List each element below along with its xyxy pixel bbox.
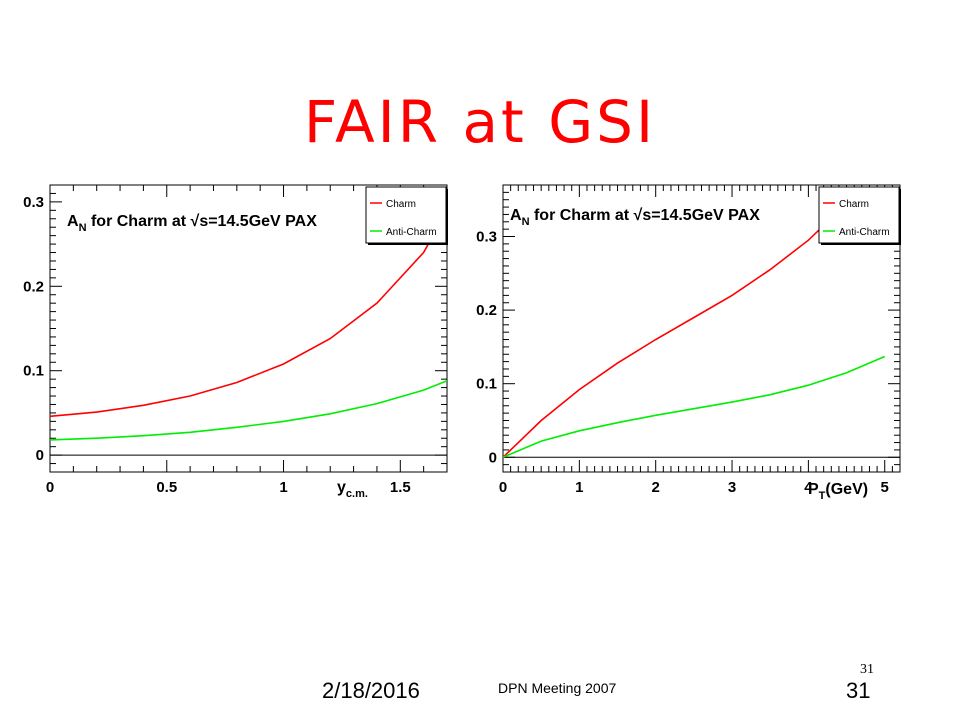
c1-series-charm-line xyxy=(503,202,848,458)
c1-x-tick-label: 5 xyxy=(881,479,889,496)
chart-rapidity: 0 0.5 1 1.5 0 0.1 0.2 0.3 AN for Charm at √s=14.… xyxy=(5,170,475,520)
c0-x-tick-label: 0.5 xyxy=(156,479,177,496)
footer-page-number-small: 31 xyxy=(860,662,874,677)
c1-x-tick-label: 4 xyxy=(804,479,813,496)
c1-y-tick-label: 0.1 xyxy=(476,376,497,393)
footer-meeting: DPN Meeting 2007 xyxy=(498,680,617,696)
c0-legend-box xyxy=(365,186,447,244)
c0-x-axis-label: yc.m. xyxy=(337,479,368,500)
c0-x-tick-label: 0 xyxy=(46,479,54,496)
c0-y-tick-label: 0.2 xyxy=(23,278,44,295)
chart-pt: 0 1 2 3 4 5 0 0.1 0.2 0.3 AN for Charm at √s=14.5G… xyxy=(468,170,938,520)
c1-x-tick-label: 1 xyxy=(575,479,583,496)
c1-chart-title: AN for Charm at √s=14.5GeV PAX xyxy=(510,207,760,228)
c0-x-tick-label: 1.5 xyxy=(390,479,411,496)
c0-series-anti-charm-line xyxy=(50,380,447,441)
c1-y-tick-label: 0.3 xyxy=(476,229,497,246)
c0-y-tick-label: 0.3 xyxy=(23,194,44,211)
c1-series-anti-charm-line xyxy=(503,355,886,459)
c1-x-tick-label: 3 xyxy=(728,479,736,496)
c0-x-tick-label: 1 xyxy=(279,479,287,496)
c1-y-tick-label: 0.2 xyxy=(476,302,497,319)
slide-title: FAIR at GSI xyxy=(303,88,657,156)
footer-page-number: 31 xyxy=(846,678,871,703)
c0-chart-title: AN for Charm at √s=14.5GeV PAX xyxy=(67,213,317,234)
c0-y-tick-label: 0.1 xyxy=(23,363,44,380)
c0-y-tick-label: 0 xyxy=(36,447,44,464)
chart-pt-svg: 0 1 2 3 4 5 0 0.1 0.2 0.3 AN for Charm at √s=14.5G… xyxy=(476,184,901,502)
c1-legend-label: Charm xyxy=(839,199,869,210)
c1-legend-box xyxy=(818,186,900,244)
chart-rapidity-svg: 0 0.5 1 1.5 0 0.1 0.2 0.3 AN for Charm at √s=14.… xyxy=(23,184,448,500)
c1-x-tick-label: 0 xyxy=(499,479,507,496)
c1-x-tick-label: 2 xyxy=(652,479,660,496)
c0-legend-label: Charm xyxy=(386,199,416,210)
c0-legend-label: Anti-Charm xyxy=(386,227,437,238)
c1-x-axis-label: PT(GeV) xyxy=(808,481,868,502)
c1-y-tick-label: 0 xyxy=(489,449,497,466)
c1-legend-label: Anti-Charm xyxy=(839,227,890,238)
footer-date: 2/18/2016 xyxy=(322,678,420,703)
c0-series-charm-line xyxy=(50,209,447,418)
